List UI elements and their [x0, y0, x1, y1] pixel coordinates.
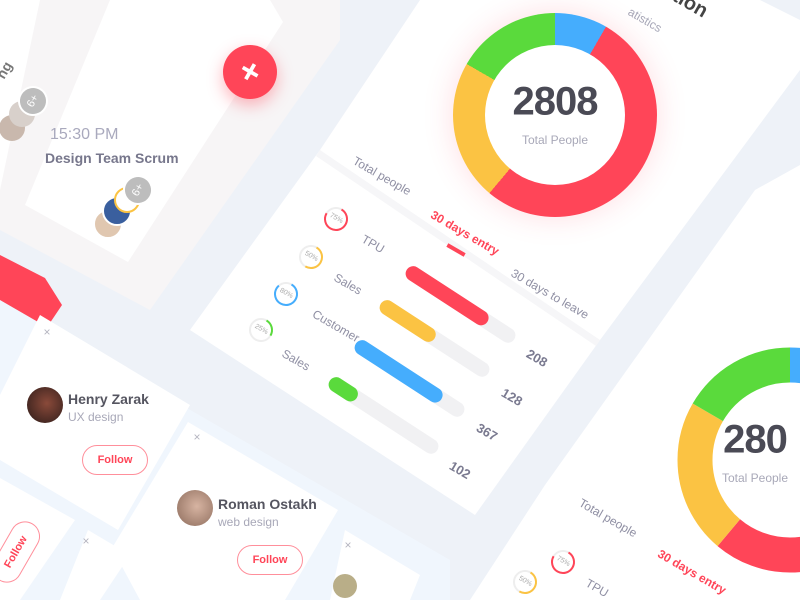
person-card-henry [0, 315, 190, 530]
avatar-roman [177, 490, 213, 526]
percent-ring: 50% [298, 244, 324, 270]
percent-ring: 25% [248, 317, 274, 343]
person-name: Roman Ostakh [218, 496, 317, 512]
donut-chart-2 [677, 347, 800, 573]
person-card-roman [112, 422, 338, 600]
person-role: web design [218, 515, 279, 529]
avatar-henry [27, 387, 63, 423]
card2-percent-ring: 75% [550, 549, 576, 575]
close-icon[interactable]: × [43, 325, 51, 339]
schedule-card [25, 0, 283, 262]
add-button[interactable]: + [223, 45, 277, 99]
close-icon[interactable]: × [344, 538, 352, 552]
percent-ring: 80% [273, 281, 299, 307]
donut-2-segment [677, 347, 800, 573]
plus-icon: + [231, 50, 269, 94]
donut-2-segment [677, 347, 800, 573]
close-icon[interactable]: × [193, 430, 201, 444]
donut-chart [453, 13, 657, 217]
donut-2-segment [677, 347, 800, 573]
card2-percent-ring-2: 50% [512, 569, 538, 595]
schedule-time: 15:30 PM [50, 126, 119, 143]
person-role: UX design [68, 410, 124, 424]
person-card-bottom [60, 530, 130, 600]
close-icon[interactable]: × [82, 534, 90, 548]
avatar [333, 574, 357, 598]
donut-2-total: 280 [723, 417, 788, 462]
follow-button[interactable]: Follow [82, 445, 148, 475]
donut-label: Total People [521, 133, 589, 147]
person-card-left [0, 478, 75, 600]
percent-ring: 75% [323, 206, 349, 232]
donut-2-label: Total People [721, 471, 789, 485]
donut-total: 2808 [512, 79, 599, 124]
schedule-title: Design Team Scrum [45, 150, 179, 166]
person-name: Henry Zarak [68, 391, 149, 407]
follow-button[interactable]: Follow [237, 545, 303, 575]
